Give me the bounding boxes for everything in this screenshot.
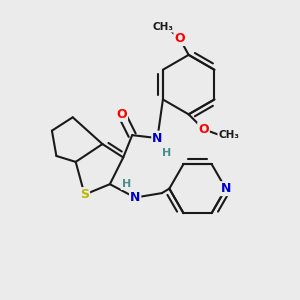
Text: N: N [220,182,231,195]
Text: S: S [80,188,89,201]
Text: CH₃: CH₃ [218,130,239,140]
Text: N: N [152,132,163,145]
Text: N: N [130,191,140,204]
Text: O: O [198,123,209,136]
Text: H: H [122,179,131,189]
Text: O: O [116,108,127,121]
Text: CH₃: CH₃ [153,22,174,32]
Text: H: H [162,148,171,158]
Text: O: O [174,32,185,45]
